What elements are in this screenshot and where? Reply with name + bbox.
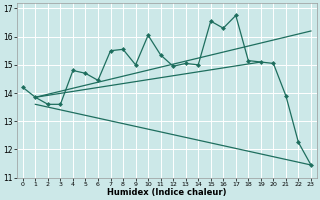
X-axis label: Humidex (Indice chaleur): Humidex (Indice chaleur): [107, 188, 227, 197]
